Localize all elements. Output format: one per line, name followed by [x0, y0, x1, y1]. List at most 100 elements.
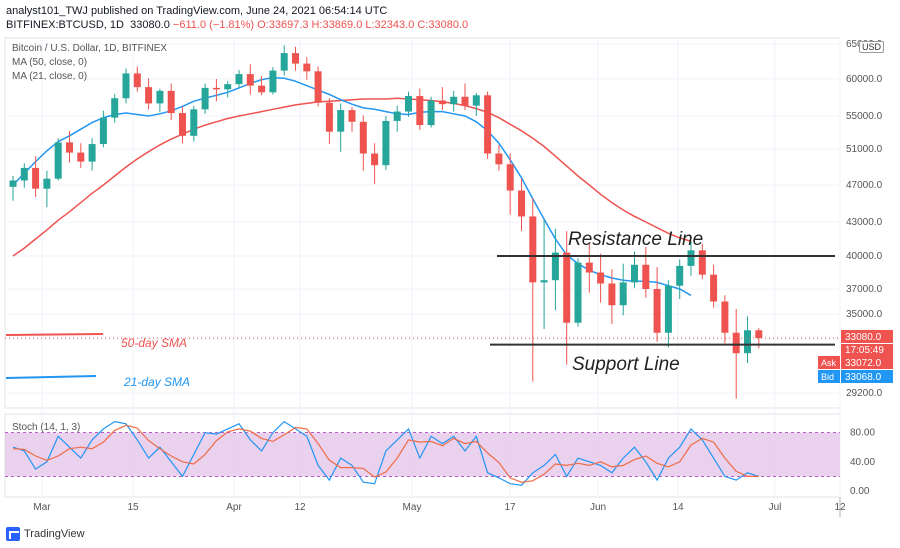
candle[interactable]: [190, 105, 198, 142]
candle[interactable]: [167, 83, 175, 121]
candle[interactable]: [348, 107, 356, 132]
candle[interactable]: [608, 269, 616, 324]
candle[interactable]: [246, 64, 254, 95]
candle[interactable]: [314, 66, 322, 107]
candle[interactable]: [472, 93, 480, 116]
candle[interactable]: [258, 76, 266, 96]
candle-body: [201, 87, 209, 110]
candle[interactable]: [461, 83, 469, 111]
candle[interactable]: [111, 93, 119, 123]
countdown-box: [841, 344, 893, 356]
candle[interactable]: [122, 68, 130, 104]
candle[interactable]: [179, 106, 186, 144]
candle[interactable]: [450, 90, 458, 112]
candle-body: [77, 152, 85, 162]
candle[interactable]: [54, 138, 62, 181]
symbol-name: BITFINEX:BTCUSD, 1D: [6, 19, 124, 31]
candle[interactable]: [710, 264, 718, 308]
candle[interactable]: [280, 45, 288, 76]
price-tick-label: 35000.0: [846, 309, 883, 320]
candle-body: [619, 282, 627, 306]
candle-body: [450, 96, 458, 105]
candle[interactable]: [359, 115, 367, 171]
candle[interactable]: [99, 110, 107, 148]
candle[interactable]: [292, 46, 299, 71]
candle[interactable]: [506, 153, 514, 215]
ask-badge-tag-label: Ask: [821, 358, 837, 368]
candle[interactable]: [212, 79, 220, 102]
candle[interactable]: [133, 66, 141, 92]
candle[interactable]: [438, 87, 446, 111]
candle[interactable]: [427, 96, 435, 128]
candle[interactable]: [269, 67, 277, 95]
candle[interactable]: [585, 243, 593, 293]
candle[interactable]: [145, 78, 153, 110]
ask-badge: Ask 33072.0: [818, 356, 893, 369]
candle-body: [111, 98, 119, 118]
candle[interactable]: [66, 130, 73, 163]
candle-body: [551, 252, 559, 281]
candle-body: [212, 87, 220, 90]
candle[interactable]: [687, 241, 695, 276]
candle[interactable]: [303, 57, 311, 80]
candle-body: [167, 90, 175, 114]
candle[interactable]: [9, 176, 17, 201]
candle-body: [43, 178, 51, 189]
candle[interactable]: [563, 231, 571, 365]
currency-badge[interactable]: USD: [859, 41, 885, 53]
tradingview-logo: TradingView: [6, 527, 85, 541]
time-tick-label: Jun: [590, 502, 606, 513]
candle[interactable]: [416, 88, 424, 131]
candle[interactable]: [43, 170, 51, 208]
candle[interactable]: [642, 246, 650, 298]
candle[interactable]: [235, 69, 243, 88]
stoch-tick-label: 0.00: [850, 486, 870, 497]
candle[interactable]: [653, 267, 661, 342]
candle[interactable]: [698, 243, 706, 280]
candle[interactable]: [518, 178, 525, 232]
candle[interactable]: [156, 88, 164, 113]
candle[interactable]: [721, 295, 729, 344]
candle[interactable]: [574, 258, 582, 327]
candle[interactable]: [631, 251, 638, 288]
candle[interactable]: [495, 144, 503, 171]
candle[interactable]: [88, 138, 96, 171]
time-tick-label: 12: [834, 502, 846, 513]
candle[interactable]: [732, 309, 740, 399]
candle[interactable]: [744, 316, 751, 364]
candle[interactable]: [405, 91, 412, 117]
candle[interactable]: [20, 163, 28, 188]
sma50-marker: [5, 333, 104, 336]
candle[interactable]: [676, 259, 684, 299]
candle[interactable]: [597, 253, 605, 303]
candle-body: [755, 330, 763, 338]
candle[interactable]: [325, 98, 333, 145]
candle[interactable]: [393, 105, 401, 132]
candle-body: [258, 85, 266, 93]
candle-body: [687, 250, 695, 266]
ask-badge-box: [841, 356, 893, 369]
candle-body: [190, 109, 198, 136]
candle[interactable]: [551, 228, 559, 311]
stoch-band: [5, 432, 840, 477]
candle[interactable]: [529, 197, 537, 382]
bid-badge-tag-label: Bid: [821, 372, 834, 382]
candle[interactable]: [540, 219, 548, 329]
candle[interactable]: [201, 83, 209, 114]
resistance-label: Resistance Line: [568, 229, 703, 250]
candle[interactable]: [32, 156, 40, 198]
candle[interactable]: [619, 263, 627, 316]
candle-body: [540, 280, 548, 283]
candle[interactable]: [77, 143, 85, 168]
candle[interactable]: [371, 143, 379, 185]
candle[interactable]: [382, 116, 390, 170]
candle[interactable]: [337, 103, 345, 152]
candle[interactable]: [224, 81, 232, 98]
candle-body: [337, 110, 345, 132]
sma21-label: 21-day SMA: [123, 375, 190, 389]
candle[interactable]: [664, 280, 672, 348]
candle[interactable]: [484, 91, 492, 159]
candle-body: [20, 167, 28, 181]
last-price-badge: 33080.0: [841, 330, 893, 343]
